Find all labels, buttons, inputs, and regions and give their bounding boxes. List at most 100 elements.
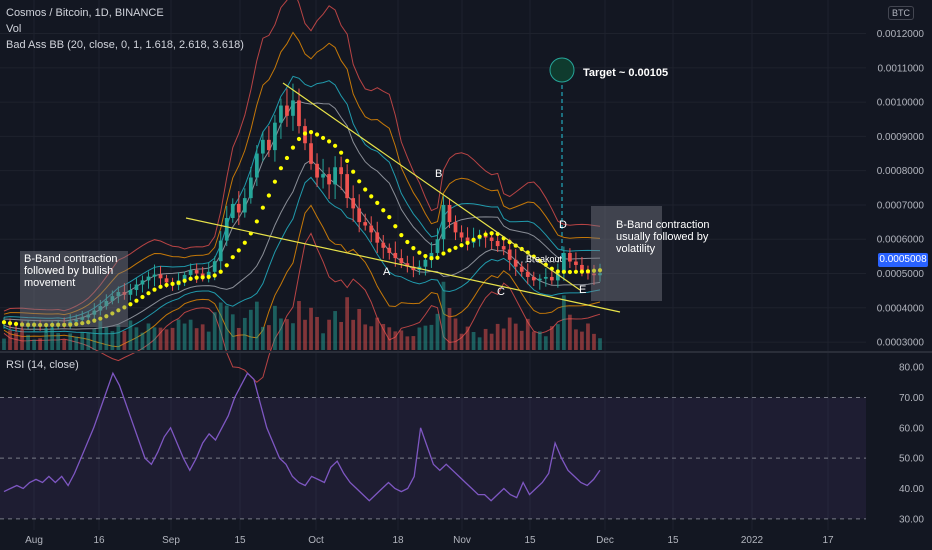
drawings — [20, 57, 662, 327]
candle-body — [152, 274, 157, 277]
volume-bar — [363, 324, 368, 350]
sma-dot — [86, 320, 91, 325]
unit-label[interactable]: BTC — [888, 6, 914, 20]
candle-body — [537, 278, 542, 281]
sma-dot — [561, 269, 566, 274]
bb-band-line — [3, 75, 601, 320]
volume-bar — [164, 329, 169, 350]
lower-trendline — [185, 217, 621, 313]
candle-body — [513, 259, 518, 267]
volume-bar — [465, 326, 470, 350]
point-a-label: A — [383, 266, 391, 278]
candle-body — [345, 174, 350, 199]
volume-bar — [188, 319, 193, 350]
volume-bar — [26, 334, 30, 350]
volume-bar — [38, 338, 42, 350]
candle-body — [146, 276, 151, 281]
volume-bar — [459, 333, 464, 350]
volume-bar — [2, 338, 6, 350]
candle-body — [411, 266, 416, 271]
candle-body — [140, 280, 145, 285]
candle-body — [363, 222, 368, 226]
sma-dot — [152, 287, 157, 292]
candle-body — [519, 266, 524, 272]
candle-body — [405, 263, 410, 267]
candle-body — [315, 163, 319, 178]
left-note-line: movement — [24, 277, 76, 289]
volume-bar — [574, 329, 578, 350]
left-note: B-Band contraction followed by bullish m… — [24, 253, 118, 289]
sma-dot — [447, 248, 452, 253]
sma-dot — [230, 255, 235, 260]
price-tick-label: 0.0012000 — [877, 29, 925, 40]
candle-body — [309, 143, 313, 164]
volume-bar — [122, 330, 127, 350]
sma-dot — [50, 322, 55, 328]
sma-dot — [411, 246, 416, 251]
candle-body — [122, 292, 127, 295]
rsi-axis[interactable]: 30.00 40.00 50.00 60.00 70.00 80.00 — [899, 363, 924, 526]
volume-bar — [170, 327, 175, 350]
sma-dot — [417, 250, 422, 255]
bb-band-line — [3, 31, 601, 316]
sma-dot — [104, 314, 109, 319]
candle-body — [574, 261, 578, 265]
candle-body — [423, 259, 428, 267]
volume-bar — [309, 307, 313, 350]
volume-bar — [477, 337, 482, 350]
volume-bar — [98, 321, 103, 350]
candle-body — [525, 271, 530, 277]
volume-bar — [152, 327, 157, 350]
candle-body — [261, 139, 265, 154]
volume-bar — [387, 327, 392, 350]
time-axis[interactable]: Aug 16 Sep 15 Oct 18 Nov 15 Dec 15 2022 17 — [25, 535, 834, 546]
volume-bar — [513, 323, 518, 350]
volume-bar — [128, 320, 133, 350]
sma-dot — [278, 166, 284, 171]
rsi-tick-label: 70.00 — [899, 393, 924, 404]
volume-bar — [68, 333, 73, 350]
price-tick-label: 0.0009000 — [877, 132, 925, 143]
candle-body — [188, 270, 193, 275]
volume-bar — [261, 326, 265, 350]
target-label: Target ~ 0.00105 — [583, 67, 669, 79]
candle-body — [236, 203, 241, 213]
price-tick-label: 0.0004000 — [877, 303, 925, 314]
sma-dot — [19, 322, 25, 327]
volume-bar — [279, 318, 283, 350]
sma-dot — [242, 240, 247, 245]
sma-dot — [158, 284, 163, 289]
candle-body — [291, 100, 295, 116]
volume-bar — [206, 331, 211, 350]
point-d-label: D — [559, 219, 567, 231]
volume-bar — [86, 332, 91, 350]
candle-body — [248, 177, 253, 199]
rsi-line — [3, 371, 601, 502]
candle-body — [218, 240, 223, 262]
sma-dot — [224, 263, 229, 268]
time-tick-label: Nov — [453, 535, 471, 546]
volume-bar — [369, 326, 374, 350]
candle-body — [357, 208, 362, 223]
sma-dot — [272, 179, 278, 184]
volume-bar — [236, 327, 241, 350]
candle-body — [598, 273, 602, 276]
candle-body — [531, 276, 536, 281]
sma-dot — [68, 322, 73, 327]
sma-dot — [333, 143, 338, 148]
sma-dots — [1, 130, 603, 328]
candle-body — [555, 273, 560, 281]
sma-dot — [375, 200, 380, 206]
volume-bar — [74, 336, 79, 350]
volume-bar — [537, 331, 542, 350]
price-tick-label: 0.0008000 — [877, 166, 925, 177]
volume-bar — [194, 328, 199, 350]
volume-bar — [339, 321, 343, 350]
sma-dot — [7, 321, 13, 326]
sma-dot — [98, 316, 103, 321]
volume-bar — [483, 328, 488, 350]
sma-dot — [320, 135, 326, 141]
price-axis[interactable]: 0.0003000 0.0004000 0.0005000 0.0006000 0.00… — [877, 29, 925, 349]
sma-dot — [381, 208, 386, 213]
